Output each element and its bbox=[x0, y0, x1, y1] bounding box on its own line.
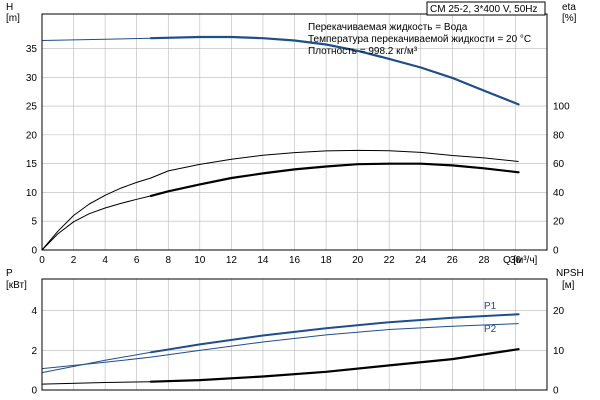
x-tick-label: 28 bbox=[478, 255, 490, 266]
top-right-tick-label: 20 bbox=[553, 217, 565, 228]
x-tick-label: 0 bbox=[39, 255, 45, 266]
bottom-left-axis-unit: [кВт] bbox=[6, 280, 27, 291]
top-series-0-operating bbox=[149, 35, 520, 106]
top-series-1-line bbox=[41, 149, 519, 251]
top-left-tick-label: 10 bbox=[26, 188, 38, 199]
x-tick-label: 10 bbox=[194, 255, 206, 266]
bottom-right-axis-label: NPSH bbox=[556, 268, 584, 279]
top-left-tick-label: 20 bbox=[26, 130, 38, 141]
x-tick-label: 6 bbox=[134, 255, 140, 266]
bottom-series-0-line bbox=[41, 313, 519, 374]
bottom-tick-labels: 0 2 4 0 10 20 bbox=[31, 306, 564, 396]
top-grid bbox=[42, 14, 547, 250]
bottom-series-2-operating bbox=[149, 348, 520, 383]
top-left-tick-label: 25 bbox=[26, 102, 38, 113]
bottom-left-tick-label: 0 bbox=[31, 386, 37, 397]
top-right-tick-label: 80 bbox=[553, 130, 565, 141]
bottom-right-tick-label: 10 bbox=[553, 346, 565, 357]
x-tick-label: 14 bbox=[257, 255, 269, 266]
x-tick-label: 18 bbox=[321, 255, 333, 266]
bottom-right-axis-unit: [м] bbox=[562, 280, 575, 291]
x-tick-label: 12 bbox=[226, 255, 238, 266]
x-tick-label: 8 bbox=[165, 255, 171, 266]
top-left-axis-unit: [m] bbox=[6, 13, 20, 24]
x-tick-label: 2 bbox=[71, 255, 77, 266]
top-right-tick-label: 0 bbox=[553, 246, 559, 257]
title-box bbox=[426, 1, 546, 16]
liquid-annotation: Перекачиваемая жидкость = Вода bbox=[308, 22, 468, 33]
density-annotation: Плотность = 998.2 кг/м³ bbox=[308, 46, 418, 57]
bottom-series-2-line bbox=[41, 348, 519, 385]
top-series-0-line bbox=[41, 36, 519, 105]
x-axis-label: Q [м³/ч] bbox=[503, 255, 538, 266]
chart-title: CM 25-2, 3*400 V, 50Hz bbox=[430, 4, 537, 15]
bottom-left-tick-label: 2 bbox=[31, 346, 37, 357]
x-tick-label: 4 bbox=[102, 255, 108, 266]
p1-series-label: P1 bbox=[484, 301, 497, 312]
top-right-tick-label: 60 bbox=[553, 159, 565, 170]
bottom-plot-frame bbox=[41, 278, 548, 391]
top-series-group bbox=[41, 35, 520, 251]
top-left-tick-label: 35 bbox=[26, 44, 38, 55]
top-series-2-operating bbox=[149, 162, 520, 197]
bottom-right-tick-label: 0 bbox=[553, 386, 559, 397]
bottom-left-tick-label: 4 bbox=[31, 306, 37, 317]
x-tick-label: 24 bbox=[415, 255, 427, 266]
top-right-axis-label: eta bbox=[562, 2, 576, 13]
x-tick-label: 16 bbox=[289, 255, 301, 266]
top-plot-frame bbox=[41, 13, 548, 251]
p2-series-label: P2 bbox=[484, 324, 497, 335]
top-right-axis-unit: [%] bbox=[562, 13, 577, 24]
temperature-annotation: Температура перекачиваемой жидкости = 20… bbox=[308, 34, 531, 45]
top-left-tick-label: 5 bbox=[31, 217, 37, 228]
top-right-tick-label: 100 bbox=[553, 102, 570, 113]
top-left-tick-label: 15 bbox=[26, 159, 38, 170]
x-tick-label: 26 bbox=[447, 255, 459, 266]
top-tick-labels: 0 2 4 6 8 10 12 14 16 18 20 22 24 26 28 300510152025303… bbox=[26, 44, 570, 266]
x-tick-label: 30 bbox=[510, 255, 522, 266]
top-left-tick-label: 0 bbox=[31, 246, 37, 257]
x-tick-label: 22 bbox=[384, 255, 396, 266]
bottom-series-group bbox=[41, 313, 520, 385]
top-right-tick-label: 40 bbox=[553, 188, 565, 199]
top-series-2-line bbox=[41, 163, 519, 251]
top-left-axis-label: H bbox=[6, 2, 13, 13]
top-left-tick-label: 30 bbox=[26, 73, 38, 84]
bottom-series-0-operating bbox=[149, 313, 520, 354]
x-tick-label: 20 bbox=[352, 255, 364, 266]
bottom-left-axis-label: P bbox=[6, 268, 13, 279]
bottom-right-tick-label: 20 bbox=[553, 306, 565, 317]
bottom-series-1-line bbox=[41, 323, 519, 370]
